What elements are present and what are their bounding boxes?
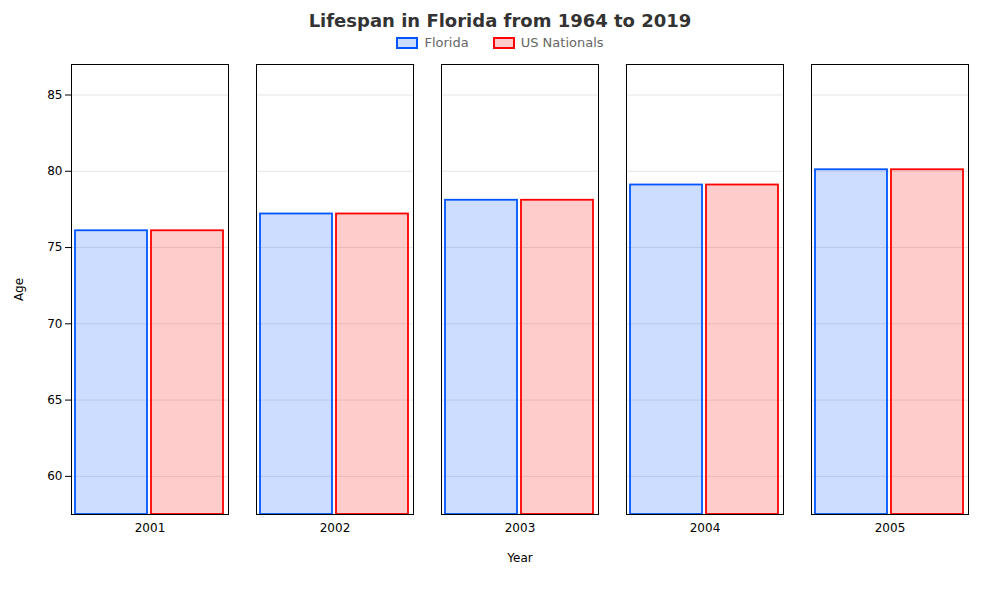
- svg-text:80: 80: [47, 164, 62, 178]
- svg-text:2005: 2005: [875, 521, 906, 535]
- html-text:Florida: Florida: [424, 35, 469, 50]
- svg-text:2001: 2001: [135, 521, 166, 535]
- svg-text:75: 75: [47, 240, 62, 254]
- svg-text:70: 70: [47, 317, 62, 331]
- svg-text:2004: 2004: [690, 521, 721, 535]
- svg-text:Year: Year: [506, 551, 532, 565]
- svg-text:2003: 2003: [505, 521, 536, 535]
- html-text:US Nationals: US Nationals: [520, 35, 604, 50]
- svg-text:Age: Age: [12, 278, 26, 301]
- svg-text:60: 60: [47, 469, 62, 483]
- svg-text:85: 85: [47, 88, 62, 102]
- html-text:Lifespan in Florida from 1964: Lifespan in Florida from 1964 to 2019: [308, 10, 692, 31]
- svg-text:2002: 2002: [320, 521, 351, 535]
- svg-text:65: 65: [47, 393, 62, 407]
